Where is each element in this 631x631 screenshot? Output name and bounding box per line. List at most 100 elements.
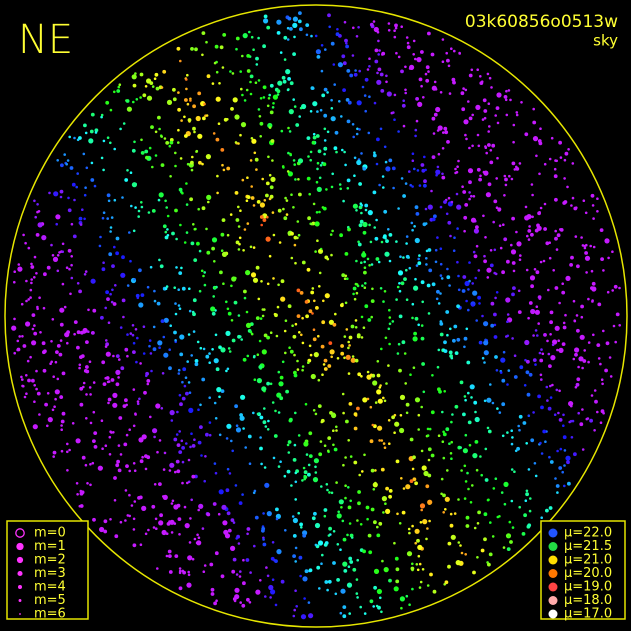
- star: [82, 152, 86, 156]
- star: [409, 479, 414, 483]
- star: [313, 511, 317, 516]
- star: [464, 203, 469, 207]
- star: [330, 41, 335, 46]
- star: [334, 592, 338, 596]
- star: [129, 259, 132, 263]
- star: [262, 538, 265, 541]
- star: [76, 282, 80, 285]
- star: [372, 153, 377, 158]
- star: [420, 84, 423, 88]
- star: [476, 167, 481, 172]
- star: [492, 220, 496, 224]
- star: [91, 331, 95, 335]
- star: [115, 382, 120, 387]
- star: [445, 51, 449, 55]
- star: [76, 493, 79, 496]
- star: [323, 514, 327, 518]
- star: [79, 223, 83, 226]
- star: [36, 391, 41, 396]
- star: [468, 261, 471, 264]
- star: [317, 540, 324, 546]
- star: [483, 350, 489, 356]
- star: [401, 340, 406, 345]
- star: [411, 185, 414, 188]
- star: [510, 442, 514, 446]
- star: [402, 124, 406, 128]
- star: [377, 398, 383, 404]
- star: [573, 452, 577, 457]
- star: [120, 366, 125, 371]
- magnitude-symbol: [17, 570, 23, 577]
- star: [377, 260, 381, 264]
- star: [197, 536, 201, 539]
- star: [234, 141, 238, 144]
- brightness-symbol: [548, 596, 558, 605]
- star: [372, 380, 378, 386]
- star: [21, 384, 24, 388]
- star: [548, 506, 553, 510]
- star: [210, 592, 215, 596]
- star: [444, 130, 449, 135]
- star: [183, 241, 187, 244]
- star: [594, 399, 598, 404]
- star: [286, 170, 290, 173]
- star: [323, 87, 328, 92]
- star: [220, 232, 225, 237]
- star: [101, 447, 104, 451]
- star: [296, 368, 300, 371]
- star: [384, 160, 388, 164]
- star: [249, 80, 252, 84]
- star: [322, 299, 325, 303]
- star: [276, 392, 282, 398]
- star: [547, 288, 550, 292]
- star: [238, 236, 242, 240]
- star: [226, 467, 230, 471]
- star: [366, 374, 372, 380]
- star: [497, 207, 502, 212]
- star: [176, 469, 181, 474]
- star: [344, 38, 348, 43]
- star: [243, 296, 247, 300]
- star: [372, 488, 376, 491]
- star: [554, 197, 558, 202]
- star: [379, 596, 382, 600]
- star: [194, 47, 198, 52]
- star: [442, 493, 446, 498]
- star: [400, 606, 403, 610]
- star: [464, 280, 470, 287]
- star: [344, 163, 347, 167]
- star: [376, 71, 379, 75]
- star: [372, 482, 378, 488]
- star: [162, 468, 166, 471]
- star: [137, 496, 141, 500]
- star: [330, 355, 334, 359]
- star: [353, 156, 357, 160]
- star: [162, 335, 166, 339]
- star: [92, 439, 96, 443]
- star: [33, 255, 37, 259]
- star: [385, 166, 391, 172]
- star: [493, 271, 497, 275]
- star: [393, 586, 399, 592]
- star: [451, 77, 456, 82]
- star: [34, 215, 37, 219]
- star: [607, 256, 610, 260]
- star: [288, 130, 292, 133]
- star: [225, 330, 231, 336]
- star: [140, 138, 143, 142]
- star: [372, 605, 376, 608]
- star: [384, 236, 387, 240]
- star: [67, 208, 72, 213]
- star: [146, 78, 152, 84]
- star: [79, 386, 84, 391]
- star: [173, 286, 176, 290]
- star: [471, 113, 475, 117]
- star: [446, 275, 451, 280]
- star: [230, 518, 235, 522]
- star: [271, 541, 275, 544]
- star: [349, 455, 353, 458]
- brightness-label: μ=21.5: [564, 539, 612, 554]
- star: [312, 101, 318, 107]
- star: [490, 323, 495, 328]
- star: [305, 314, 309, 319]
